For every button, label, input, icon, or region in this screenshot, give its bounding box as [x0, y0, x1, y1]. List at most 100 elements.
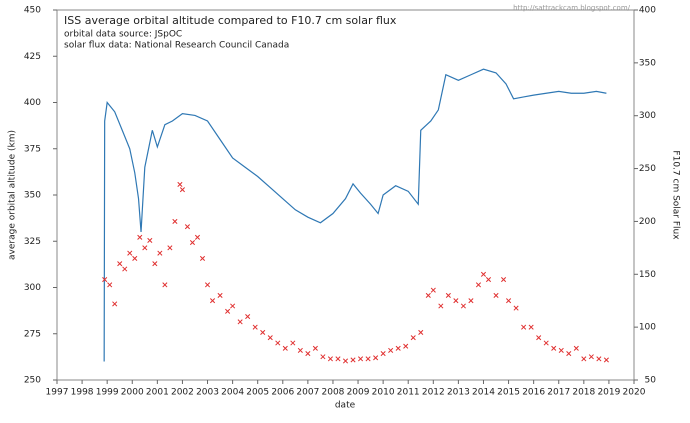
flux-marker	[357, 356, 364, 362]
flux-marker	[342, 358, 349, 364]
x-tick-label: 2018	[572, 388, 595, 398]
x-axis-label: date	[335, 401, 356, 411]
flux-marker	[445, 292, 451, 298]
x-tick-label: 2008	[322, 388, 345, 398]
y2-axis-label: F10.7 cm Solar Flux	[671, 150, 681, 240]
flux-marker	[536, 335, 542, 341]
x-tick-label: 2016	[522, 388, 545, 398]
y2-tick-label: 400	[639, 6, 656, 16]
flux-marker	[388, 347, 394, 353]
flux-marker	[112, 301, 118, 307]
x-tick-label: 2013	[447, 388, 470, 398]
flux-marker	[418, 329, 424, 335]
y2-tick-label: 100	[639, 323, 656, 333]
flux-marker	[167, 245, 173, 251]
y-tick-label: 275	[24, 329, 41, 339]
y2-tick-label: 350	[639, 58, 656, 68]
flux-marker	[596, 356, 602, 362]
flux-marker	[194, 234, 201, 240]
y-tick-label: 400	[24, 98, 41, 108]
flux-marker	[157, 250, 163, 256]
flux-marker	[453, 298, 459, 304]
y2-tick-label: 250	[639, 164, 656, 174]
flux-marker	[588, 354, 594, 360]
flux-marker	[122, 266, 128, 272]
y2-tick-label: 150	[639, 270, 656, 280]
x-tick-label: 2000	[121, 388, 144, 398]
chart-title: ISS average orbital altitude compared to…	[64, 14, 397, 27]
flux-marker	[558, 347, 564, 353]
flux-marker	[312, 345, 318, 351]
flux-marker	[410, 335, 416, 341]
flux-marker	[152, 261, 158, 267]
flux-marker	[267, 335, 273, 341]
flux-marker	[460, 303, 466, 309]
flux-marker	[365, 356, 371, 362]
flux-marker	[327, 356, 334, 362]
flux-marker	[237, 319, 243, 325]
x-tick-label: 2003	[196, 388, 219, 398]
y2-tick-label: 50	[645, 376, 657, 386]
x-tick-label: 2004	[221, 388, 244, 398]
flux-marker	[204, 282, 211, 288]
y-tick-label: 375	[24, 144, 41, 154]
flux-marker	[297, 347, 303, 353]
x-tick-label: 2005	[246, 388, 269, 398]
flux-marker	[107, 282, 113, 288]
flux-marker	[199, 255, 206, 261]
flux-marker	[521, 324, 527, 330]
flux-marker	[513, 305, 519, 311]
flux-marker	[475, 282, 482, 288]
flux-marker	[230, 303, 236, 309]
flux-marker	[380, 351, 386, 357]
y-tick-label: 250	[24, 376, 41, 386]
flux-marker	[566, 351, 572, 357]
flux-marker	[500, 277, 507, 283]
flux-marker	[485, 277, 492, 283]
flux-marker	[102, 277, 108, 283]
y-tick-label: 300	[24, 283, 41, 293]
y2-tick-label: 200	[639, 217, 656, 227]
x-tick-label: 2001	[146, 388, 169, 398]
y2-tick-label: 300	[639, 111, 656, 121]
flux-marker	[320, 354, 326, 360]
flux-marker	[252, 324, 258, 330]
flux-marker	[373, 355, 379, 361]
flux-marker	[543, 340, 549, 346]
flux-marker	[209, 298, 216, 304]
flux-marker	[425, 292, 431, 298]
flux-marker	[290, 340, 296, 346]
flux-marker	[137, 234, 143, 240]
x-tick-label: 1999	[96, 388, 119, 398]
flux-marker	[551, 345, 557, 351]
x-tick-label: 2002	[171, 388, 194, 398]
y-tick-label: 425	[24, 52, 41, 62]
x-tick-label: 1998	[71, 388, 94, 398]
flux-marker	[117, 261, 123, 267]
x-tick-label: 2006	[271, 388, 294, 398]
chart-subtitle: orbital data source: JSpOC	[64, 30, 182, 40]
flux-marker	[395, 345, 401, 351]
flux-marker	[142, 245, 148, 251]
flux-marker	[403, 343, 409, 349]
flux-marker	[217, 292, 223, 298]
flux-marker	[260, 329, 266, 335]
x-tick-label: 2014	[472, 388, 495, 398]
y-tick-label: 350	[24, 191, 41, 201]
flux-marker	[350, 357, 356, 363]
y-tick-label: 450	[24, 6, 41, 16]
flux-marker	[282, 345, 288, 351]
flux-marker	[172, 218, 178, 224]
y-axis-label: average orbital altitude (km)	[8, 130, 18, 260]
flux-marker	[147, 237, 153, 244]
x-tick-label: 2011	[397, 388, 420, 398]
flux-marker	[177, 181, 183, 187]
x-tick-label: 2010	[372, 388, 395, 398]
flux-marker	[245, 314, 251, 320]
flux-marker	[179, 187, 185, 193]
flux-marker	[305, 351, 311, 357]
altitude-line	[103, 68, 607, 362]
flux-marker	[528, 324, 534, 330]
x-tick-label: 1997	[46, 388, 69, 398]
